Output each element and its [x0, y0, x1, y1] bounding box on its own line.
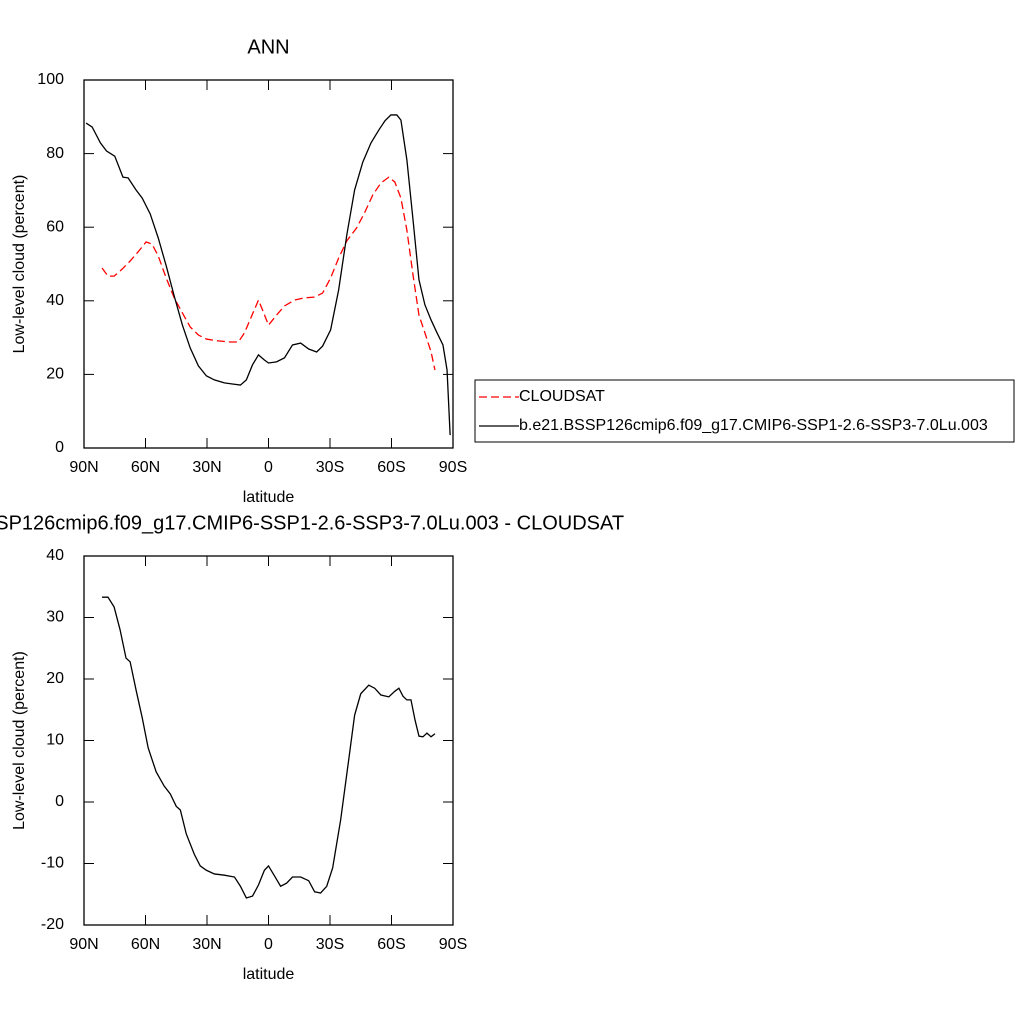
- y-tick-label: 20: [46, 670, 64, 687]
- x-tick-label: 90S: [439, 459, 467, 476]
- y-tick-label: -10: [41, 855, 64, 872]
- data-line: [85, 114, 451, 436]
- x-tick-label: 0: [264, 459, 273, 476]
- x-tick-label: 60N: [131, 459, 160, 476]
- x-tick-label: 30S: [316, 459, 344, 476]
- y-tick-label: 80: [46, 145, 64, 162]
- x-tick-label: 30S: [316, 936, 344, 953]
- x-tick-label: 60S: [377, 459, 405, 476]
- y-tick-label: -20: [41, 916, 64, 933]
- chart-title: ANN: [247, 36, 289, 58]
- y-tick-label: 0: [55, 793, 64, 810]
- x-tick-label: 60S: [377, 936, 405, 953]
- plot-frame: [83, 555, 454, 926]
- y-tick-label: 0: [55, 439, 64, 456]
- chart-title: b.e21.BSSP126cmip6.f09_g17.CMIP6-SSP1-2.…: [0, 512, 624, 534]
- x-tick-label: 30N: [192, 459, 221, 476]
- legend-label: b.e21.BSSP126cmip6.f09_g17.CMIP6-SSP1-2.…: [519, 417, 988, 434]
- y-tick-label: 100: [37, 71, 64, 88]
- y-tick-label: 40: [46, 292, 64, 309]
- data-line: [101, 176, 436, 371]
- x-axis-label: latitude: [243, 966, 295, 983]
- y-tick-label: 40: [46, 547, 64, 564]
- y-tick-label: 20: [46, 366, 64, 383]
- x-axis-label: latitude: [243, 489, 295, 506]
- x-tick-label: 30N: [192, 936, 221, 953]
- data-line: [102, 596, 436, 899]
- y-tick-label: 30: [46, 609, 64, 626]
- x-tick-label: 90N: [69, 936, 98, 953]
- x-tick-label: 90N: [69, 459, 98, 476]
- y-tick-label: 10: [46, 732, 64, 749]
- legend-label: CLOUDSAT: [519, 388, 605, 405]
- legend: CLOUDSAT b.e21.BSSP126cmip6.f09_g17.CMIP6…: [474, 379, 1015, 443]
- x-tick-label: 60N: [131, 936, 160, 953]
- y-axis-label: Low-level cloud (percent): [11, 651, 28, 830]
- x-tick-label: 90S: [439, 936, 467, 953]
- y-tick-label: 60: [46, 218, 64, 235]
- plot-frame: [83, 79, 454, 449]
- y-axis-label: Low-level cloud (percent): [11, 175, 28, 354]
- x-tick-label: 0: [264, 936, 273, 953]
- legend-box: [474, 379, 1015, 443]
